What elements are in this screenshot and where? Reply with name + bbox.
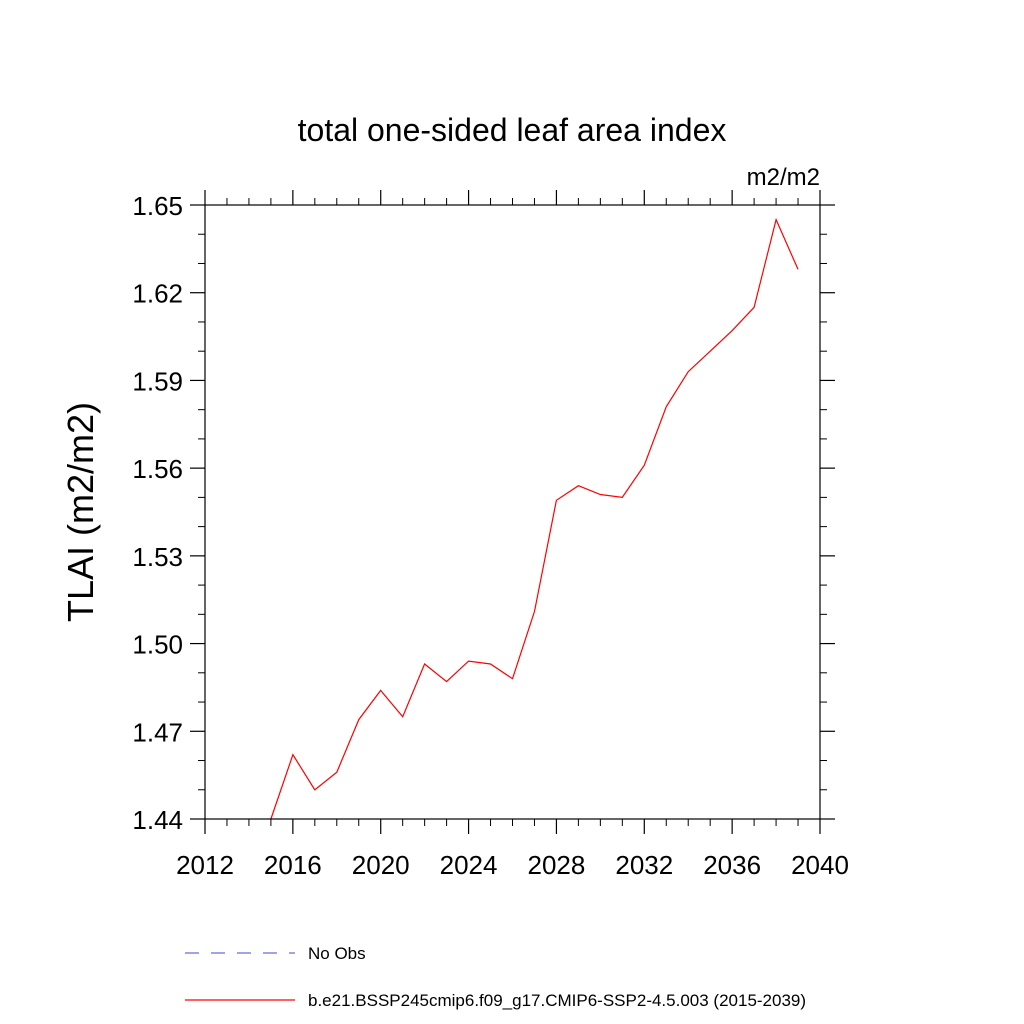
x-tick-label: 2028 [528,850,586,880]
plot-frame [204,204,821,820]
y-tick-label: 1.50 [132,630,183,660]
legend: No Obs b.e21.BSSP245cmip6.f09_g17.CMIP6-… [185,944,806,1010]
y-tick-label: 1.47 [132,717,183,747]
y-axis-label: TLAI (m2/m2) [60,402,101,622]
y-tick-label: 1.56 [132,454,183,484]
x-tick-label: 2036 [703,850,761,880]
y-tick-label: 1.65 [132,191,183,221]
legend-label-no-obs: No Obs [308,944,366,963]
series-line [270,217,799,820]
y-tick-label: 1.44 [132,805,183,835]
x-tick-label: 2024 [440,850,498,880]
x-tick-label: 2032 [615,850,673,880]
x-tick-label: 2016 [264,850,322,880]
units-label: m2/m2 [747,164,820,191]
ticks-layer: 2012 2016 2020 2024 2028 2032 2036 2040 1.44 1.47… [132,190,849,880]
x-tick-label: 2012 [176,850,234,880]
chart-title: total one-sided leaf area index [298,112,727,148]
x-tick-label: 2020 [352,850,410,880]
x-tick-label: 2040 [791,850,849,880]
legend-label-model-run: b.e21.BSSP245cmip6.f09_g17.CMIP6-SSP2-4.… [308,991,806,1010]
y-tick-label: 1.59 [132,366,183,396]
series-layer [270,217,799,820]
y-tick-label: 1.53 [132,542,183,572]
y-tick-label: 1.62 [132,279,183,309]
